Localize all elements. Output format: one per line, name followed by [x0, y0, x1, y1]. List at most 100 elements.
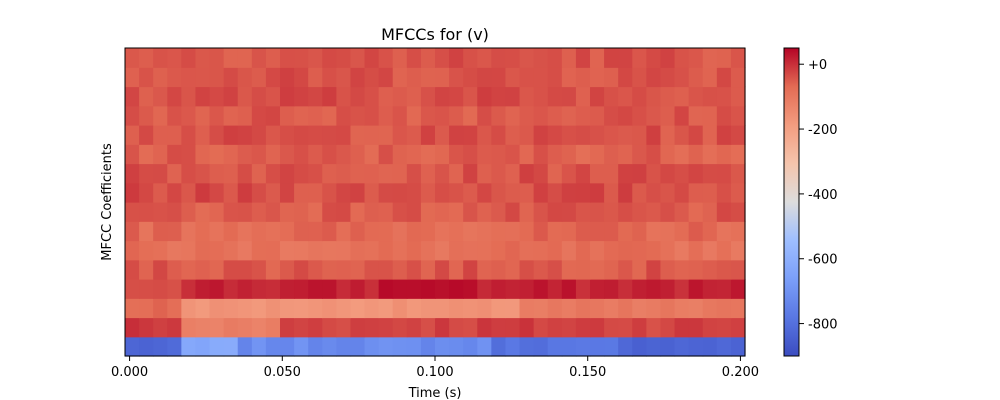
heatmap-cell	[364, 336, 380, 357]
heatmap-cell	[463, 240, 478, 261]
heatmap-cell	[378, 163, 394, 184]
heatmap-cell	[392, 182, 408, 203]
heatmap-cell	[167, 48, 182, 68]
heatmap-cell	[294, 279, 309, 299]
heatmap-cell	[167, 163, 182, 184]
heatmap-cell	[618, 144, 633, 165]
heatmap-cell	[688, 125, 704, 145]
heatmap-cell	[322, 221, 337, 242]
colorbar-ticks: +0 -200 -400 -600 -800	[799, 58, 838, 333]
heatmap-cell	[604, 202, 619, 222]
heatmap-cell	[336, 86, 352, 107]
heatmap-cell	[604, 125, 619, 145]
heatmap-cell	[505, 144, 521, 165]
heatmap-cell	[364, 202, 380, 222]
heatmap-cell	[449, 105, 464, 126]
heatmap-cell	[378, 182, 394, 203]
colorbar-tick-label: -800	[808, 318, 838, 333]
heatmap-cell	[209, 182, 225, 203]
heatmap-cell	[688, 163, 704, 184]
heatmap-cell	[491, 163, 507, 184]
heatmap-cell	[420, 67, 436, 88]
heatmap-cell	[392, 163, 408, 184]
heatmap-cell	[674, 86, 690, 107]
heatmap-cell	[195, 240, 211, 261]
heatmap-cell	[125, 144, 140, 165]
heatmap-cell	[181, 86, 197, 107]
heatmap-cell	[153, 259, 168, 280]
heatmap-cell	[505, 125, 521, 145]
heatmap-cell	[167, 298, 182, 319]
heatmap-cell	[237, 221, 253, 242]
heatmap-cell	[125, 279, 140, 299]
heatmap-cell	[237, 259, 253, 280]
heatmap-cell	[660, 86, 676, 107]
heatmap-cell	[223, 163, 239, 184]
heatmap-cell	[195, 125, 211, 145]
heatmap-cell	[406, 202, 422, 222]
colorbar-tick-label: -200	[808, 123, 838, 138]
heatmap-cell	[167, 67, 182, 88]
heatmap-cell	[449, 317, 464, 338]
heatmap-cell	[660, 105, 676, 126]
heatmap-cell	[336, 105, 352, 126]
heatmap-cell	[237, 182, 253, 203]
heatmap-cell	[350, 317, 366, 338]
heatmap-cell	[392, 240, 408, 261]
heatmap-cell	[533, 259, 549, 280]
heatmap-cell	[322, 317, 337, 338]
heatmap-cell	[547, 317, 563, 338]
heatmap-cell	[590, 336, 605, 357]
colorbar-tick-label: +0	[808, 58, 827, 73]
heatmap-cell	[336, 144, 352, 165]
heatmap-cell	[618, 317, 633, 338]
heatmap-cell	[702, 48, 718, 68]
heatmap-cell	[730, 67, 746, 88]
heatmap-cell	[125, 163, 140, 184]
heatmap-cell	[561, 86, 577, 107]
heatmap-cell	[280, 240, 295, 261]
heatmap-cell	[378, 86, 394, 107]
heatmap-cell	[167, 86, 182, 107]
heatmap-cell	[181, 105, 197, 126]
heatmap-cell	[181, 259, 197, 280]
heatmap-cell	[223, 125, 239, 145]
heatmap-cell	[449, 67, 464, 88]
heatmap-cell	[237, 125, 253, 145]
heatmap-cell	[280, 163, 295, 184]
heatmap-cell	[491, 317, 507, 338]
heatmap-cell	[491, 202, 507, 222]
heatmap-cell	[547, 86, 563, 107]
heatmap-cell	[660, 182, 676, 203]
heatmap-cell	[251, 163, 267, 184]
heatmap-cell	[223, 182, 239, 203]
heatmap-cell	[265, 279, 281, 299]
heatmap-cell	[618, 86, 633, 107]
heatmap-cell	[223, 105, 239, 126]
heatmap-cell	[435, 67, 450, 88]
heatmap-cell	[406, 125, 422, 145]
heatmap-cell	[702, 144, 718, 165]
heatmap-cell	[730, 182, 746, 203]
heatmap-cell	[322, 125, 337, 145]
heatmap-cell	[533, 240, 549, 261]
heatmap-cell	[435, 182, 450, 203]
heatmap-cell	[392, 259, 408, 280]
heatmap-cell	[688, 221, 704, 242]
heatmap-cell	[195, 163, 211, 184]
heatmap-cell	[322, 202, 337, 222]
heatmap-cell	[322, 259, 337, 280]
heatmap-cell	[125, 48, 140, 68]
heatmap-cell	[350, 298, 366, 319]
heatmap-cell	[463, 67, 478, 88]
heatmap-cell	[660, 279, 676, 299]
heatmap-cell	[463, 317, 478, 338]
heatmap-cell	[491, 105, 507, 126]
heatmap-cell	[730, 336, 746, 357]
heatmap-cell	[237, 336, 253, 357]
heatmap-cell	[251, 259, 267, 280]
heatmap-cell	[420, 163, 436, 184]
heatmap-cell	[153, 298, 168, 319]
heatmap-cell	[378, 221, 394, 242]
heatmap-cell	[590, 317, 605, 338]
